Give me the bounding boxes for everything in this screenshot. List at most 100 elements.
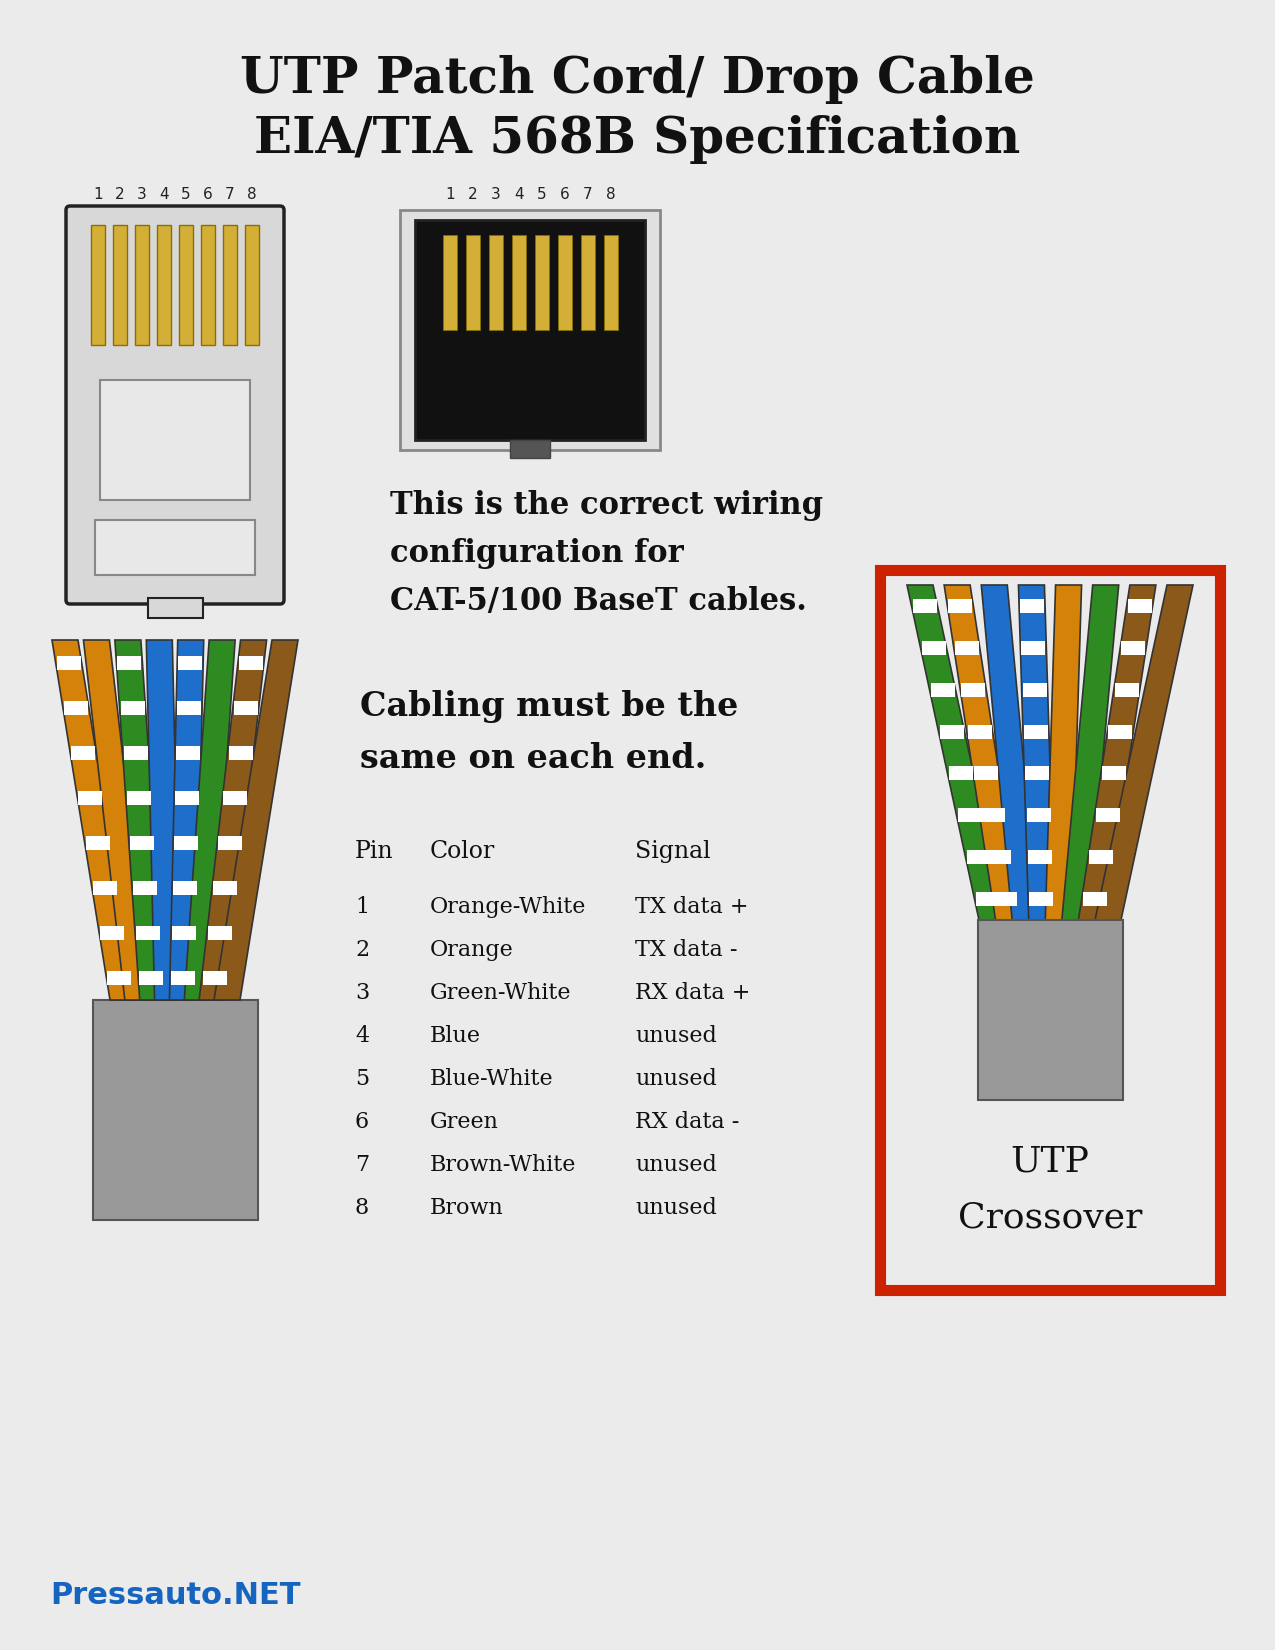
Bar — [490, 234, 504, 330]
Bar — [223, 224, 237, 345]
Polygon shape — [101, 926, 124, 939]
Text: 7: 7 — [583, 186, 593, 201]
FancyBboxPatch shape — [66, 206, 284, 604]
Text: 5: 5 — [537, 186, 547, 201]
Polygon shape — [966, 850, 991, 865]
Polygon shape — [124, 746, 148, 759]
Bar — [581, 234, 595, 330]
Polygon shape — [1095, 586, 1193, 921]
Polygon shape — [940, 724, 964, 739]
Polygon shape — [170, 640, 204, 1000]
Bar — [201, 224, 215, 345]
Polygon shape — [83, 640, 150, 1000]
Polygon shape — [238, 655, 263, 670]
Polygon shape — [199, 640, 266, 1000]
Polygon shape — [1024, 724, 1048, 739]
Text: 2: 2 — [354, 939, 370, 960]
Polygon shape — [993, 893, 1017, 906]
Polygon shape — [1062, 586, 1118, 921]
Text: 3: 3 — [491, 186, 501, 201]
Polygon shape — [980, 808, 1005, 822]
Text: Color: Color — [430, 840, 495, 863]
Text: 8: 8 — [247, 186, 256, 201]
Polygon shape — [126, 790, 150, 805]
Polygon shape — [1026, 808, 1051, 822]
Bar — [880, 569, 1220, 1290]
Text: 4: 4 — [354, 1025, 370, 1046]
Text: unused: unused — [635, 1025, 717, 1046]
Text: 1: 1 — [354, 896, 370, 917]
Polygon shape — [907, 586, 1005, 921]
Text: 2: 2 — [468, 186, 478, 201]
Polygon shape — [1023, 683, 1047, 696]
Polygon shape — [1114, 683, 1139, 696]
Bar — [135, 224, 149, 345]
Text: 5: 5 — [354, 1068, 370, 1091]
Polygon shape — [133, 881, 157, 894]
Bar — [465, 234, 479, 330]
Bar — [91, 224, 105, 345]
Polygon shape — [1020, 599, 1044, 612]
Bar — [978, 921, 1123, 1101]
Text: TX data +: TX data + — [635, 896, 748, 917]
Polygon shape — [121, 701, 144, 714]
Text: Blue: Blue — [430, 1025, 481, 1046]
Text: 4: 4 — [159, 186, 168, 201]
Polygon shape — [223, 790, 247, 805]
Bar — [157, 224, 171, 345]
Text: unused: unused — [635, 1153, 717, 1176]
Text: 7: 7 — [354, 1153, 370, 1176]
Polygon shape — [958, 808, 982, 822]
Text: RX data -: RX data - — [635, 1110, 740, 1134]
Polygon shape — [208, 926, 232, 939]
Polygon shape — [115, 640, 166, 1000]
Text: Orange-White: Orange-White — [430, 896, 586, 917]
Text: Pin: Pin — [354, 840, 394, 863]
Text: Signal: Signal — [635, 840, 710, 863]
Text: Green: Green — [430, 1110, 499, 1134]
Polygon shape — [913, 599, 937, 612]
Polygon shape — [1121, 640, 1145, 655]
Bar — [179, 224, 193, 345]
Polygon shape — [173, 881, 198, 894]
Polygon shape — [1025, 767, 1049, 780]
Polygon shape — [64, 701, 88, 714]
Polygon shape — [176, 746, 200, 759]
Text: UTP Patch Cord/ Drop Cable: UTP Patch Cord/ Drop Cable — [240, 54, 1034, 104]
Polygon shape — [1079, 586, 1156, 921]
Bar — [510, 441, 550, 459]
Text: unused: unused — [635, 1196, 717, 1219]
Polygon shape — [136, 926, 161, 939]
Bar — [148, 597, 203, 619]
Polygon shape — [1127, 599, 1151, 612]
Text: Pressauto.NET: Pressauto.NET — [50, 1581, 301, 1610]
Polygon shape — [975, 893, 1000, 906]
Polygon shape — [931, 683, 955, 696]
Polygon shape — [185, 640, 235, 1000]
Bar — [513, 234, 527, 330]
Text: Green-White: Green-White — [430, 982, 571, 1003]
Bar — [414, 219, 645, 441]
Text: 6: 6 — [354, 1110, 370, 1134]
Bar — [442, 234, 456, 330]
Bar — [245, 224, 259, 345]
Polygon shape — [955, 640, 979, 655]
Text: 7: 7 — [226, 186, 235, 201]
Text: 8: 8 — [354, 1196, 370, 1219]
Polygon shape — [171, 970, 195, 985]
Polygon shape — [968, 724, 992, 739]
Polygon shape — [179, 655, 203, 670]
Text: 5: 5 — [181, 186, 191, 201]
Text: 1: 1 — [93, 186, 103, 201]
Polygon shape — [203, 970, 227, 985]
Polygon shape — [172, 926, 196, 939]
Polygon shape — [974, 767, 998, 780]
Text: configuration for: configuration for — [390, 538, 683, 569]
Text: UTP: UTP — [1011, 1145, 1089, 1180]
Bar — [96, 520, 255, 574]
Text: EIA/TIA 568B Specification: EIA/TIA 568B Specification — [254, 116, 1020, 163]
Polygon shape — [218, 835, 242, 850]
Polygon shape — [214, 640, 298, 1000]
Polygon shape — [78, 790, 102, 805]
Text: 3: 3 — [138, 186, 147, 201]
